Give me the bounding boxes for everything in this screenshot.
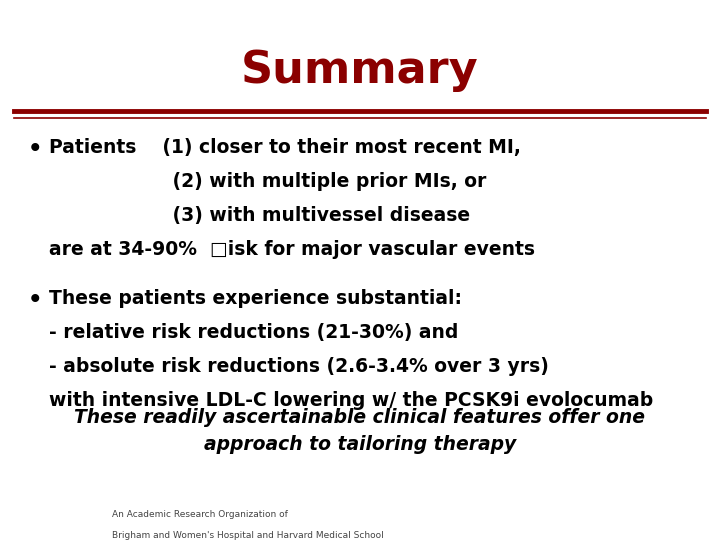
Text: with intensive LDL-C lowering w/ the PCSK9i evolocumab: with intensive LDL-C lowering w/ the PCS… xyxy=(49,391,653,410)
Text: These readily ascertainable clinical features offer one: These readily ascertainable clinical fea… xyxy=(74,408,646,427)
Text: These patients experience substantial:: These patients experience substantial: xyxy=(49,289,462,308)
Text: Brigham and Women's Hospital and Harvard Medical School: Brigham and Women's Hospital and Harvard… xyxy=(112,531,383,540)
Text: - absolute risk reductions (2.6-3.4% over 3 yrs): - absolute risk reductions (2.6-3.4% ove… xyxy=(49,357,549,376)
Text: (3) with multivessel disease: (3) with multivessel disease xyxy=(49,206,470,225)
Text: approach to tailoring therapy: approach to tailoring therapy xyxy=(204,435,516,454)
Text: (2) with multiple prior MIs, or: (2) with multiple prior MIs, or xyxy=(49,172,486,191)
Text: •: • xyxy=(27,138,42,161)
Text: Patients    (1) closer to their most recent MI,: Patients (1) closer to their most recent… xyxy=(49,138,521,157)
Text: Summary: Summary xyxy=(241,49,479,92)
Text: An Academic Research Organization of: An Academic Research Organization of xyxy=(112,510,287,519)
Text: - relative risk reductions (21-30%) and: - relative risk reductions (21-30%) and xyxy=(49,323,459,342)
Text: are at 34-90%  □isk for major vascular events: are at 34-90% □isk for major vascular ev… xyxy=(49,240,535,259)
Text: •: • xyxy=(27,289,42,312)
